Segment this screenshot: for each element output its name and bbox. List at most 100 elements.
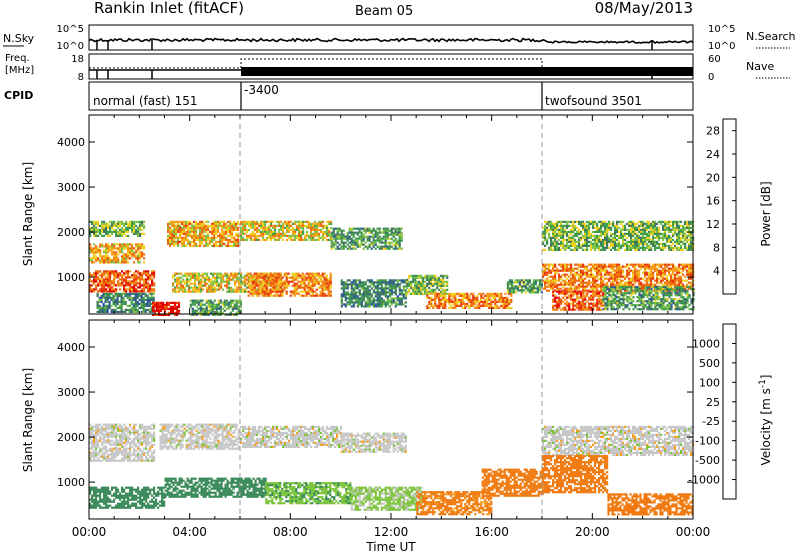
heatmap-cell — [97, 278, 100, 281]
heatmap-cell — [352, 303, 355, 306]
heatmap-cell — [189, 242, 192, 245]
heatmap-cell — [132, 302, 135, 305]
heatmap-cell — [522, 289, 525, 292]
heatmap-cell — [440, 292, 443, 295]
heatmap-cell — [150, 292, 153, 295]
heatmap-cell — [400, 227, 403, 230]
heatmap-cell — [143, 278, 146, 281]
heatmap-cell — [398, 235, 401, 238]
heatmap-cell — [97, 224, 100, 227]
heatmap-cell — [275, 272, 278, 275]
heatmap-cell — [560, 230, 563, 233]
heatmap-cell — [568, 269, 571, 272]
heatmap-cell — [105, 290, 108, 293]
heatmap-cell — [321, 290, 324, 293]
heatmap-cell — [600, 242, 603, 245]
heatmap-cell — [139, 257, 142, 260]
heatmap-cell — [97, 270, 100, 273]
heatmap-cell — [374, 239, 377, 242]
heatmap-cell — [400, 247, 403, 250]
heatmap-cell — [252, 226, 255, 229]
heatmap-cell — [202, 272, 205, 275]
heatmap-cell — [376, 301, 379, 304]
heatmap-cell — [171, 301, 175, 304]
heatmap-cell — [195, 238, 198, 241]
heatmap-cell — [332, 231, 335, 234]
heatmap-cell — [654, 220, 657, 223]
heatmap-cell — [244, 284, 247, 287]
heatmap-cell — [394, 233, 397, 236]
heatmap-cell — [197, 238, 200, 241]
heatmap-cell — [217, 313, 220, 316]
heatmap-cell — [600, 230, 603, 233]
heatmap-cell — [307, 278, 310, 281]
heatmap-cell — [648, 234, 651, 237]
heatmap-cell — [113, 228, 116, 231]
heatmap-cell — [528, 281, 531, 284]
heatmap-cell — [89, 280, 92, 283]
heatmap-cell — [544, 273, 547, 276]
heatmap-cell — [268, 284, 271, 287]
heatmap-cell — [606, 236, 609, 239]
heatmap-cell — [340, 241, 343, 244]
heatmap-cell — [173, 242, 176, 245]
heatmap-cell — [139, 276, 142, 279]
heatmap-cell — [684, 234, 687, 237]
heatmap-cell — [664, 234, 667, 237]
heatmap-cell — [237, 238, 240, 241]
heatmap-cell — [394, 227, 397, 230]
heatmap-cell — [321, 294, 324, 297]
heatmap-cell — [432, 298, 435, 301]
heatmap-cell — [226, 284, 229, 287]
heatmap-cell — [576, 220, 579, 223]
heatmap-cell — [233, 244, 236, 247]
heatmap-cell — [231, 224, 234, 227]
heatmap-cell — [682, 228, 685, 231]
heatmap-cell — [109, 280, 112, 283]
heatmap-cell — [201, 224, 204, 227]
heatmap-cell — [244, 276, 247, 279]
heatmap-cell — [317, 276, 320, 279]
heatmap-cell — [332, 233, 335, 236]
heatmap-cell — [278, 224, 281, 227]
heatmap-cell — [100, 308, 103, 311]
heatmap-cell — [388, 285, 391, 288]
heatmap-cell — [320, 220, 323, 223]
heatmap-cell — [532, 291, 535, 294]
heatmap-cell — [239, 305, 242, 308]
heatmap-cell — [159, 305, 163, 308]
heatmap-cell — [520, 287, 523, 290]
heatmap-cell — [193, 301, 196, 304]
heatmap-cell — [432, 290, 435, 293]
heatmap-cell — [312, 222, 315, 225]
heatmap-cell — [227, 242, 230, 245]
heatmap-cell — [225, 307, 228, 310]
heatmap-cell — [544, 269, 547, 272]
heatmap-cell — [348, 303, 351, 306]
heatmap-cell — [95, 255, 98, 258]
heatmap-cell — [612, 224, 615, 227]
heatmap-cell — [432, 282, 435, 285]
heatmap-cell — [338, 243, 341, 246]
heatmap-cell — [177, 305, 181, 308]
heatmap-cell — [292, 230, 295, 233]
heatmap-cell — [184, 272, 187, 275]
heatmap-cell — [109, 282, 112, 285]
heatmap-cell — [111, 243, 114, 246]
heatmap-cell — [688, 220, 691, 223]
heatmap-cell — [464, 292, 467, 295]
heatmap-cell — [190, 272, 193, 275]
heatmap-cell — [131, 249, 134, 252]
heatmap-cell — [177, 309, 181, 312]
heatmap-cell — [586, 246, 589, 249]
heatmap-cell — [406, 284, 409, 287]
heatmap-cell — [520, 279, 523, 282]
heatmap-cell — [103, 234, 106, 237]
heatmap-cell — [378, 231, 381, 234]
heatmap-cell — [568, 220, 571, 223]
nsky-tick-top: 10^5 — [57, 24, 84, 35]
heatmap-cell — [263, 272, 266, 275]
heatmap-cell — [590, 234, 593, 237]
heatmap-cell — [536, 285, 539, 288]
heatmap-cell — [596, 236, 599, 239]
